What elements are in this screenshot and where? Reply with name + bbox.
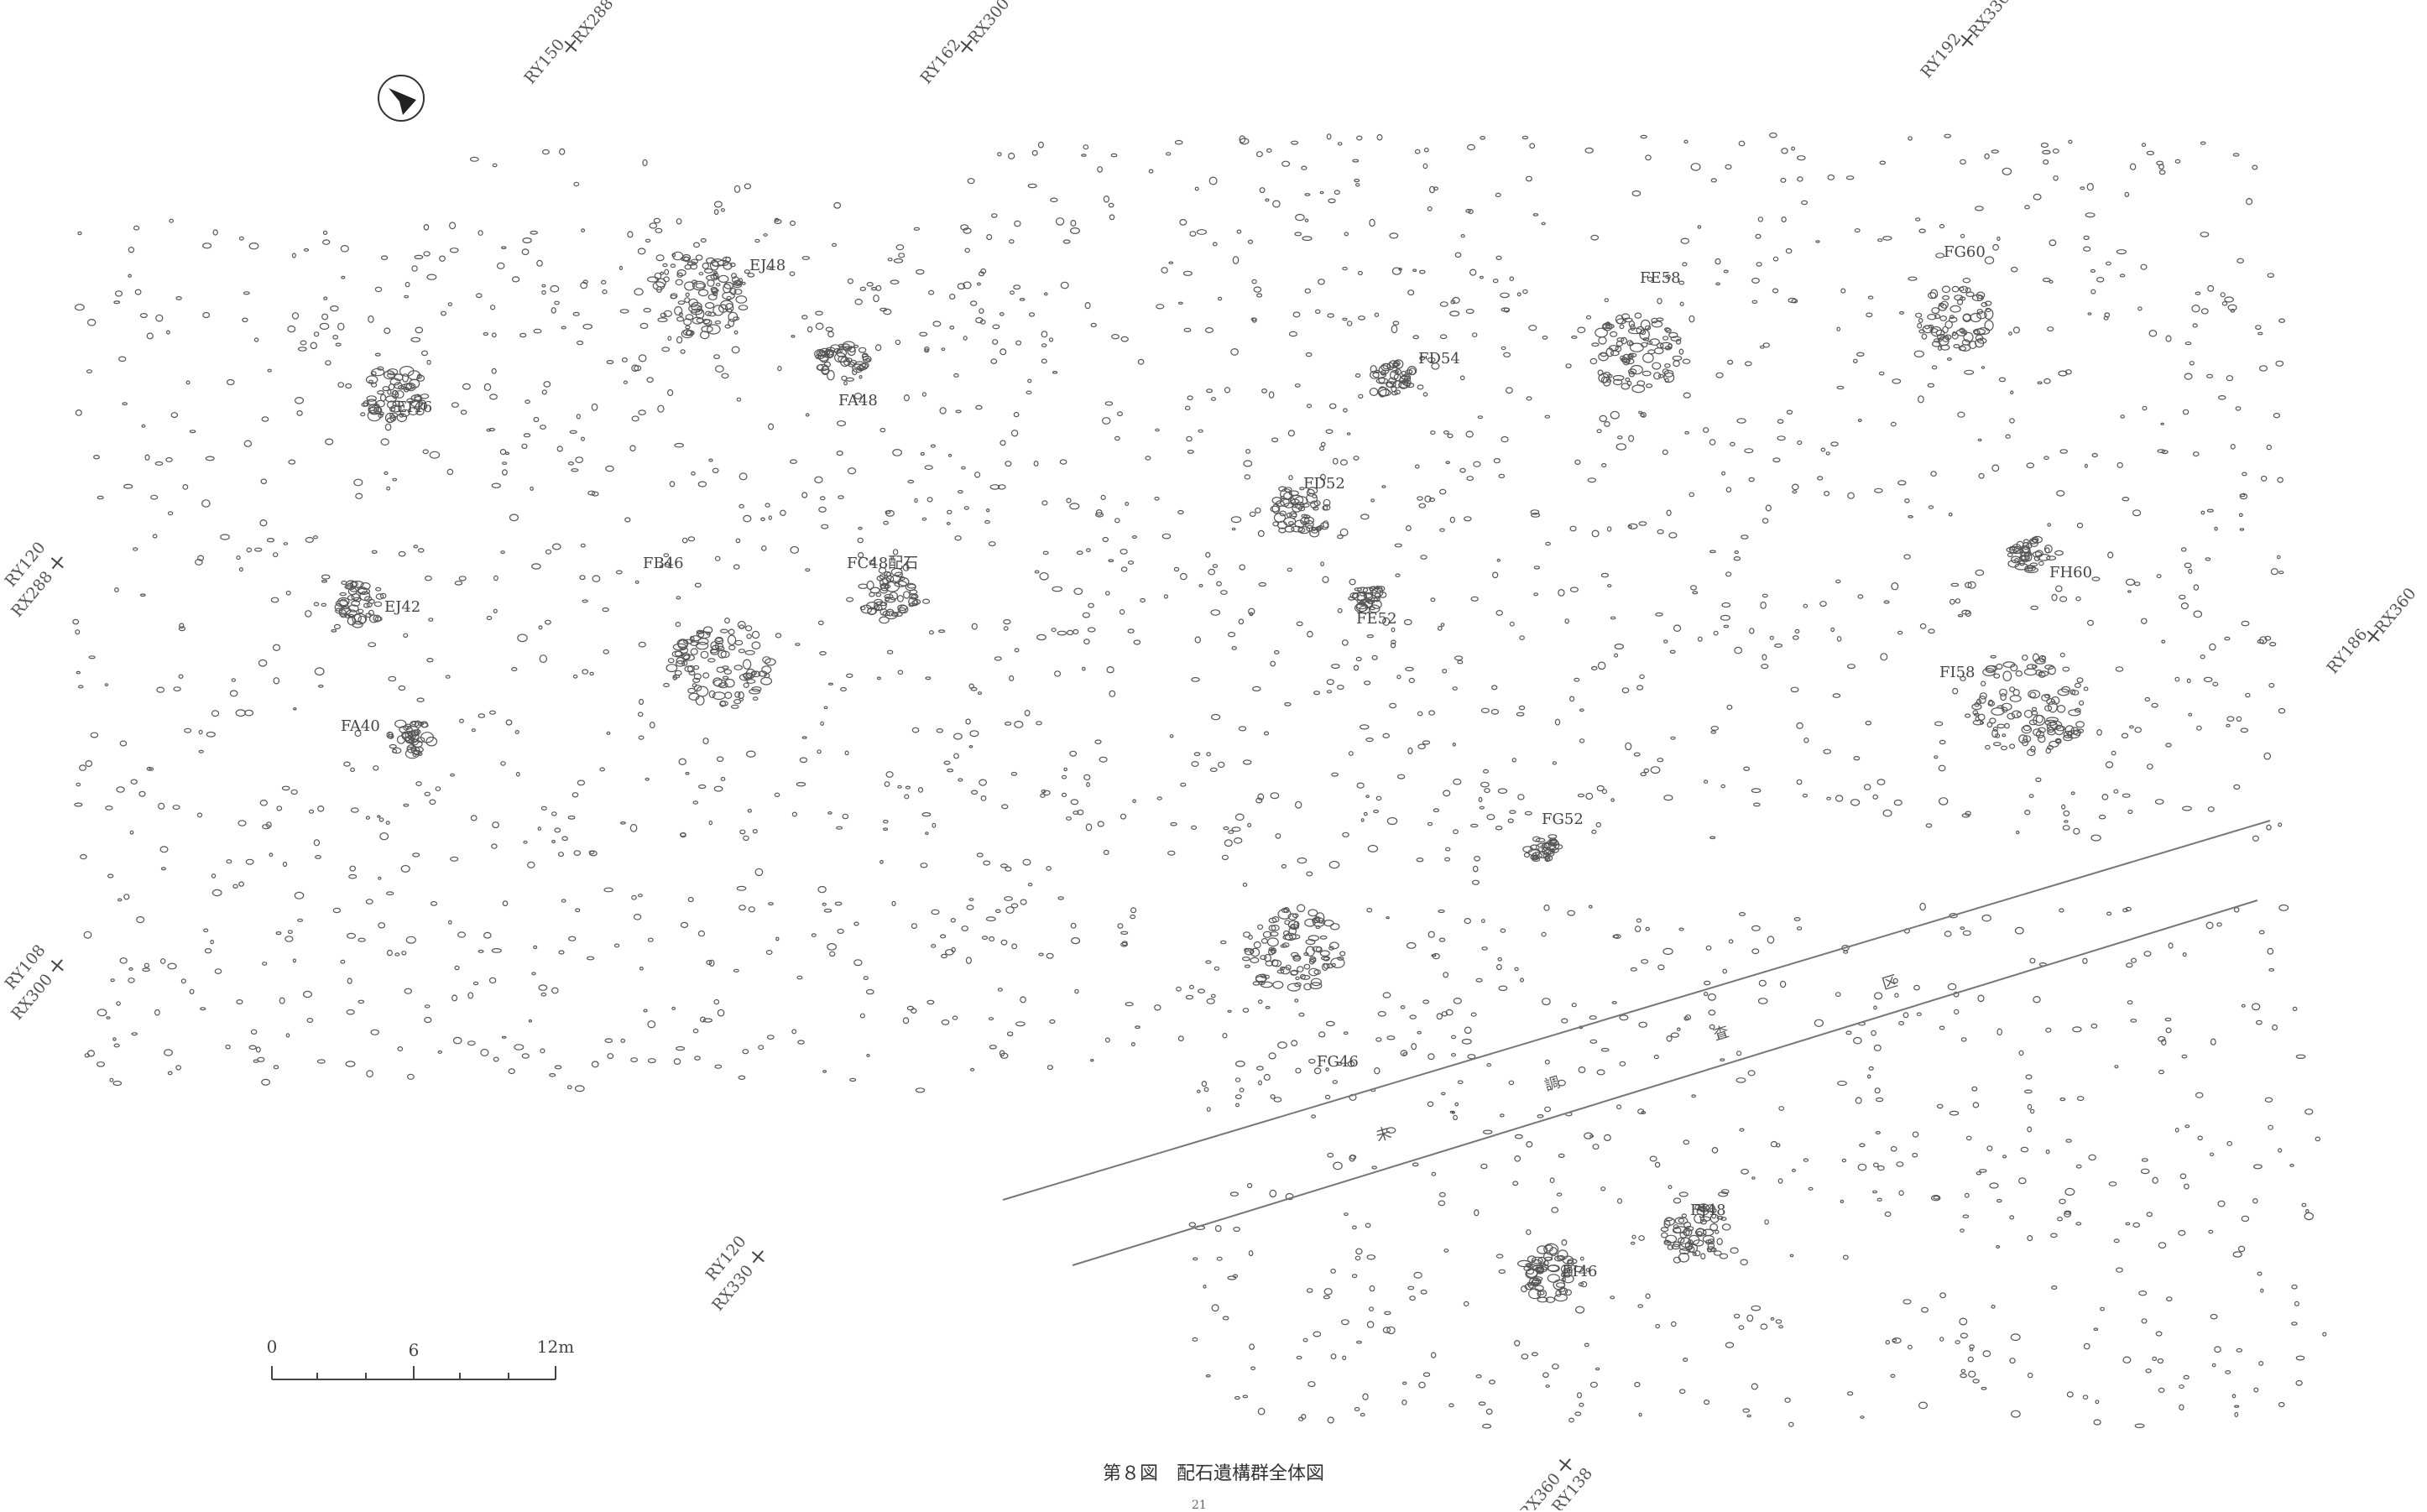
svg-text:RX300: RX300	[964, 0, 1013, 48]
svg-text:RY150: RY150	[520, 35, 568, 87]
feature-label-fh60: FH60	[2049, 564, 2092, 581]
stone-scatter	[72, 132, 2327, 1429]
feature-labels: EJ48 FA48 EI46 FD54 FE58 FG60 FD52 FB46 …	[341, 243, 2092, 1280]
grid-marker-ry120-rx288: RY120 RX288	[2, 539, 64, 621]
feature-label-fe58: FE58	[1640, 269, 1681, 287]
feature-label-fa48: FA48	[838, 392, 878, 409]
svg-text:RX330: RX330	[1965, 0, 2013, 42]
svg-text:RX360: RX360	[2371, 584, 2419, 637]
unsurveyed-zone-char-1: 未	[1374, 1124, 1393, 1145]
feature-label-fg46: FG46	[1317, 1053, 1359, 1071]
grid-marker-ry186-rx360: RY186 RX360	[2323, 584, 2419, 677]
unsurveyed-zone-char-2: 調	[1542, 1073, 1562, 1094]
scale-tick-12m: 12m	[537, 1337, 574, 1357]
stone-clusters	[334, 251, 2089, 1303]
feature-label-ej42: EJ42	[384, 598, 420, 616]
feature-label-fi46: FI46	[1562, 1263, 1598, 1280]
grid-marker-ry120-rx330: RY120 RX330	[702, 1233, 765, 1315]
feature-label-fi58: FI58	[1939, 664, 1976, 681]
feature-label-fa40: FA40	[341, 717, 380, 735]
grid-marker-ry108-rx300: RY108 RX300	[2, 941, 64, 1024]
unsurveyed-zone: 未 調 査 区	[1002, 820, 2271, 1266]
feature-label-ei46: EI46	[396, 399, 432, 416]
grid-marker-ry150-rx288: RY150 RX288	[520, 0, 617, 87]
feature-label-fj48: FJ48	[1690, 1202, 1726, 1219]
feature-label-fg60: FG60	[1944, 243, 1986, 261]
scale-tick-0: 0	[267, 1337, 278, 1357]
feature-label-fd52: FD52	[1303, 475, 1345, 493]
svg-text:RY186: RY186	[2323, 625, 2371, 677]
feature-label-fg52: FG52	[1542, 811, 1584, 828]
svg-text:RY162: RY162	[916, 35, 964, 87]
feature-label-fd54: FD54	[1418, 350, 1460, 368]
grid-marker-ry192-rx330: RY192 RX330	[1917, 0, 2013, 81]
grid-marker-ry162-rx300: RY162 RX300	[916, 0, 1013, 87]
unsurveyed-zone-char-3: 査	[1711, 1023, 1730, 1044]
scale-tick-6: 6	[409, 1340, 420, 1360]
feature-label-fb46: FB46	[643, 555, 684, 572]
unsurveyed-zone-char-4: 区	[1880, 972, 1899, 993]
feature-label-fe52: FE52	[1356, 610, 1397, 628]
svg-text:RY192: RY192	[1917, 29, 1965, 81]
scale-bar: 0 6 12m	[267, 1337, 574, 1380]
north-arrow-icon	[378, 75, 425, 122]
feature-label-fc48: FC48配石	[847, 555, 918, 572]
figure-caption: 第８図 配石遺構群全体図	[1102, 1463, 1324, 1484]
svg-text:RX288: RX288	[568, 0, 617, 48]
page-number: 21	[1192, 1499, 1207, 1512]
feature-label-ej48: EJ48	[749, 257, 786, 274]
